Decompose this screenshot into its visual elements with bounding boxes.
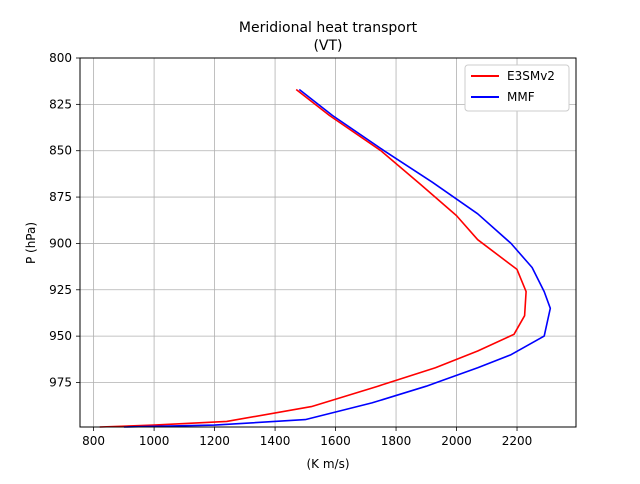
x-axis-label: (K m/s) xyxy=(306,457,349,471)
series-lines xyxy=(99,88,552,428)
x-tick-label: 1000 xyxy=(139,434,170,448)
x-tick-label: 1800 xyxy=(381,434,412,448)
legend: E3SMv2 MMF xyxy=(464,64,570,112)
plot-frame xyxy=(79,57,577,428)
y-tick-label: 875 xyxy=(49,190,72,204)
y-tick-label: 900 xyxy=(49,236,72,250)
y-tick-label: 975 xyxy=(49,375,72,389)
chart-title: Meridional heat transport xyxy=(239,20,418,36)
y-tick-label: 850 xyxy=(49,144,72,158)
chart-subtitle: (VT) xyxy=(313,38,342,54)
x-tick-label: 1400 xyxy=(260,434,291,448)
legend-label-e3smv2: E3SMv2 xyxy=(507,69,555,83)
y-tick-label: 800 xyxy=(49,51,72,65)
axes: 800 1000 1200 1400 1600 1800 2000 2200 800 825 850… xyxy=(49,51,532,448)
y-axis-label: P (hPa) xyxy=(24,222,38,264)
x-tick-label: 1600 xyxy=(320,434,351,448)
y-tick-label: 925 xyxy=(49,283,72,297)
legend-label-mmf: MMF xyxy=(507,90,535,104)
series-line-e3smv2 xyxy=(99,88,527,428)
y-tick-label: 950 xyxy=(49,329,72,343)
series-line-mmf xyxy=(123,88,552,428)
x-tick-label: 2200 xyxy=(502,434,533,448)
x-tick-label: 1200 xyxy=(199,434,230,448)
x-tick-label: 2000 xyxy=(441,434,472,448)
y-tick-label: 825 xyxy=(49,97,72,111)
x-tick-label: 800 xyxy=(82,434,105,448)
